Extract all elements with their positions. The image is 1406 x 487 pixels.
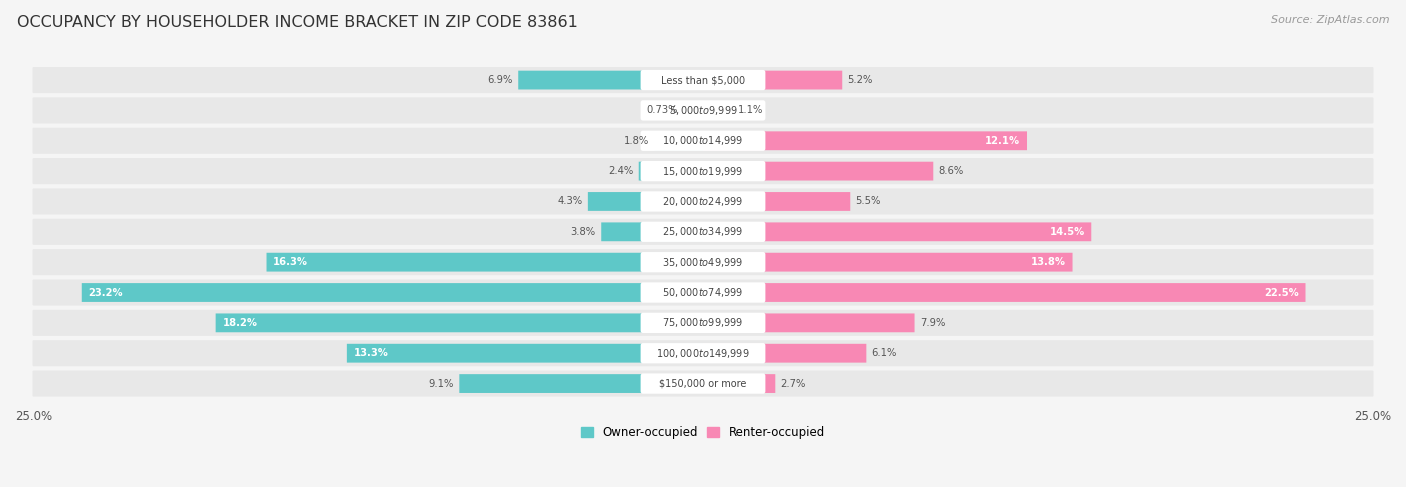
FancyBboxPatch shape [32, 371, 1374, 396]
Text: 2.7%: 2.7% [780, 378, 806, 389]
FancyBboxPatch shape [32, 340, 1374, 366]
Text: $50,000 to $74,999: $50,000 to $74,999 [662, 286, 744, 299]
Text: 6.1%: 6.1% [872, 348, 897, 358]
Text: $35,000 to $49,999: $35,000 to $49,999 [662, 256, 744, 269]
Text: $100,000 to $149,999: $100,000 to $149,999 [657, 347, 749, 360]
FancyBboxPatch shape [641, 313, 765, 333]
FancyBboxPatch shape [32, 158, 1374, 184]
FancyBboxPatch shape [641, 70, 765, 90]
FancyBboxPatch shape [641, 100, 765, 121]
FancyBboxPatch shape [460, 374, 703, 393]
FancyBboxPatch shape [32, 249, 1374, 275]
FancyBboxPatch shape [641, 161, 765, 181]
FancyBboxPatch shape [703, 131, 1026, 150]
Text: $25,000 to $34,999: $25,000 to $34,999 [662, 225, 744, 238]
Text: Source: ZipAtlas.com: Source: ZipAtlas.com [1271, 15, 1389, 25]
FancyBboxPatch shape [655, 131, 703, 150]
FancyBboxPatch shape [703, 253, 1073, 272]
FancyBboxPatch shape [703, 71, 842, 90]
FancyBboxPatch shape [641, 282, 765, 302]
FancyBboxPatch shape [703, 192, 851, 211]
Text: 13.3%: 13.3% [353, 348, 388, 358]
FancyBboxPatch shape [588, 192, 703, 211]
FancyBboxPatch shape [641, 343, 765, 363]
Text: $150,000 or more: $150,000 or more [659, 378, 747, 389]
Text: $75,000 to $99,999: $75,000 to $99,999 [662, 317, 744, 329]
Text: 3.8%: 3.8% [571, 227, 596, 237]
Text: OCCUPANCY BY HOUSEHOLDER INCOME BRACKET IN ZIP CODE 83861: OCCUPANCY BY HOUSEHOLDER INCOME BRACKET … [17, 15, 578, 30]
FancyBboxPatch shape [641, 252, 765, 272]
Text: 2.4%: 2.4% [609, 166, 633, 176]
Text: $10,000 to $14,999: $10,000 to $14,999 [662, 134, 744, 147]
FancyBboxPatch shape [703, 374, 775, 393]
FancyBboxPatch shape [703, 314, 914, 332]
Text: $5,000 to $9,999: $5,000 to $9,999 [669, 104, 737, 117]
Text: 6.9%: 6.9% [488, 75, 513, 85]
FancyBboxPatch shape [82, 283, 703, 302]
Text: $20,000 to $24,999: $20,000 to $24,999 [662, 195, 744, 208]
FancyBboxPatch shape [602, 223, 703, 241]
FancyBboxPatch shape [32, 188, 1374, 214]
FancyBboxPatch shape [32, 97, 1374, 124]
FancyBboxPatch shape [641, 374, 765, 393]
Text: 13.8%: 13.8% [1031, 257, 1066, 267]
Text: 5.5%: 5.5% [856, 196, 882, 206]
FancyBboxPatch shape [703, 162, 934, 181]
FancyBboxPatch shape [32, 128, 1374, 154]
FancyBboxPatch shape [519, 71, 703, 90]
Text: 12.1%: 12.1% [986, 136, 1021, 146]
FancyBboxPatch shape [215, 314, 703, 332]
FancyBboxPatch shape [267, 253, 703, 272]
Legend: Owner-occupied, Renter-occupied: Owner-occupied, Renter-occupied [576, 421, 830, 444]
FancyBboxPatch shape [703, 223, 1091, 241]
Text: 16.3%: 16.3% [273, 257, 308, 267]
Text: 8.6%: 8.6% [939, 166, 965, 176]
Text: 22.5%: 22.5% [1264, 287, 1299, 298]
FancyBboxPatch shape [32, 219, 1374, 245]
Text: 1.8%: 1.8% [624, 136, 650, 146]
FancyBboxPatch shape [703, 101, 733, 120]
FancyBboxPatch shape [347, 344, 703, 363]
Text: 7.9%: 7.9% [920, 318, 945, 328]
Text: 14.5%: 14.5% [1049, 227, 1084, 237]
Text: 23.2%: 23.2% [89, 287, 124, 298]
FancyBboxPatch shape [638, 162, 703, 181]
FancyBboxPatch shape [32, 280, 1374, 305]
Text: Less than $5,000: Less than $5,000 [661, 75, 745, 85]
Text: 18.2%: 18.2% [222, 318, 257, 328]
Text: 4.3%: 4.3% [557, 196, 582, 206]
FancyBboxPatch shape [32, 310, 1374, 336]
FancyBboxPatch shape [32, 67, 1374, 93]
FancyBboxPatch shape [703, 344, 866, 363]
FancyBboxPatch shape [641, 222, 765, 242]
FancyBboxPatch shape [703, 283, 1306, 302]
FancyBboxPatch shape [641, 191, 765, 212]
Text: 5.2%: 5.2% [848, 75, 873, 85]
Text: $15,000 to $19,999: $15,000 to $19,999 [662, 165, 744, 178]
FancyBboxPatch shape [641, 131, 765, 151]
Text: 0.73%: 0.73% [647, 105, 678, 115]
Text: 9.1%: 9.1% [429, 378, 454, 389]
FancyBboxPatch shape [683, 101, 703, 120]
Text: 1.1%: 1.1% [738, 105, 763, 115]
